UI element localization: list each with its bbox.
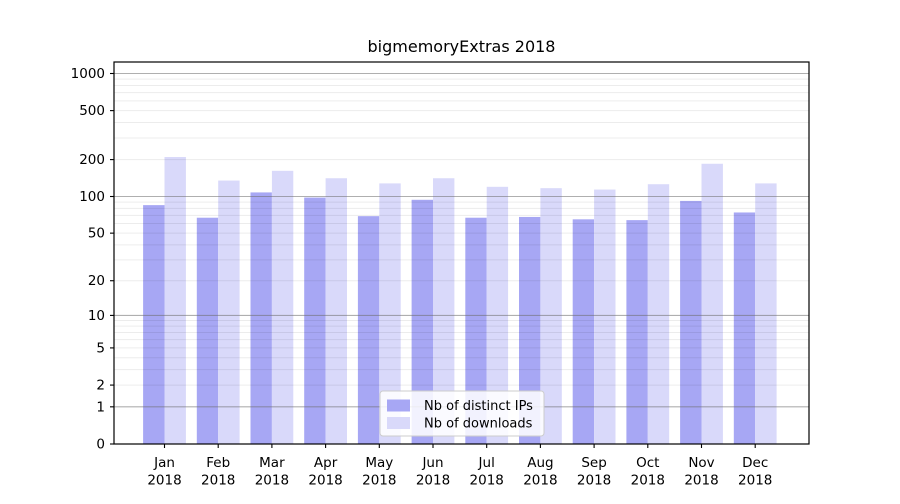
x-axis-tick-label-year: 2018 [308, 473, 342, 489]
x-axis-tick-label-year: 2018 [201, 473, 235, 489]
bar-downloads [164, 156, 186, 444]
bar-downloads [540, 188, 562, 444]
x-axis-tick-label-month: Nov [688, 455, 714, 471]
x-axis-tick-label-month: Aug [527, 455, 553, 471]
bar-downloads [755, 183, 777, 444]
bar-downloads [647, 184, 670, 444]
y-axis-tick-label: 100 [79, 189, 105, 205]
y-axis-tick-label: 20 [88, 273, 105, 289]
x-axis-tick-label-year: 2018 [577, 473, 611, 489]
x-axis-tick-label-month: May [365, 455, 393, 471]
x-axis-tick-label-year: 2018 [738, 473, 772, 489]
bar-downloads [433, 178, 455, 445]
chart-title: bigmemoryExtras 2018 [368, 37, 556, 56]
x-axis-tick-label-year: 2018 [255, 473, 289, 489]
bar-distinct-ips [572, 219, 595, 444]
x-axis-tick-label-year: 2018 [416, 473, 450, 489]
bar-distinct-ips [680, 200, 702, 444]
bar-distinct-ips [465, 217, 487, 444]
bar-distinct-ips [626, 220, 648, 444]
y-axis-tick-label: 1 [96, 399, 105, 415]
y-axis-tick-label: 10 [88, 308, 105, 324]
bar-distinct-ips [733, 212, 756, 444]
x-axis-tick-label-year: 2018 [523, 473, 557, 489]
bar-distinct-ips [143, 205, 165, 444]
x-axis-tick-label-month: Feb [206, 455, 230, 471]
x-axis-tick-label-month: Sep [581, 455, 606, 471]
x-axis-tick-label-year: 2018 [684, 473, 718, 489]
bar-distinct-ips [250, 192, 272, 444]
x-axis-tick-label-year: 2018 [470, 473, 504, 489]
bar-distinct-ips [411, 199, 433, 444]
bar-downloads [701, 163, 723, 444]
bar-downloads [271, 170, 294, 444]
legend-label-distinct-ips: Nb of distinct IPs [424, 399, 533, 414]
y-axis-tick-label: 1000 [71, 66, 105, 82]
bar-distinct-ips [357, 216, 380, 444]
x-axis-tick-label-month: Mar [259, 455, 285, 471]
bar-distinct-ips [304, 197, 326, 444]
y-axis-tick-label: 200 [79, 152, 105, 168]
x-axis-tick-label-month: Jan [153, 455, 175, 471]
x-axis-tick-label-year: 2018 [147, 473, 181, 489]
bar-downloads [379, 183, 401, 444]
y-axis-tick-label: 50 [88, 226, 105, 242]
legend-label-downloads: Nb of downloads [424, 417, 533, 432]
legend-box [379, 390, 545, 437]
x-axis-tick-label-month: Oct [636, 455, 659, 471]
bar-distinct-ips [196, 217, 219, 444]
legend-swatch-downloads [387, 417, 410, 429]
x-axis-tick-label-month: Apr [314, 455, 338, 471]
y-axis-tick-label: 5 [96, 340, 105, 356]
y-axis-tick-label: 0 [96, 437, 105, 453]
x-axis-tick-label-month: Jul [478, 455, 495, 471]
y-axis-tick-label: 2 [96, 378, 105, 394]
bar-downloads [594, 189, 616, 444]
axes-spines [113, 61, 810, 445]
legend-swatch-distinct-ips [387, 399, 410, 412]
y-axis-tick-label: 500 [79, 103, 105, 119]
x-axis-tick-label-year: 2018 [631, 473, 665, 489]
x-axis-tick-label-month: Dec [742, 455, 768, 471]
bar-distinct-ips [519, 216, 541, 444]
bar-downloads [218, 180, 240, 444]
bar-downloads [325, 178, 347, 445]
x-axis-tick-label-year: 2018 [362, 473, 396, 489]
x-axis-tick-label-month: Jun [421, 455, 443, 471]
